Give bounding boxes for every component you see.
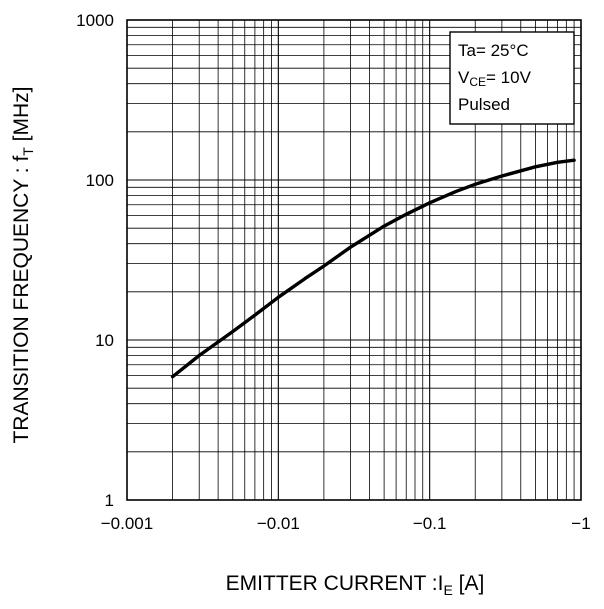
x-axis-label: EMITTER CURRENT :IE [A]	[226, 572, 485, 598]
x-tick-label: −0.001	[101, 514, 153, 533]
annotation-mode: Pulsed	[458, 95, 510, 114]
plot-frame	[126, 19, 582, 501]
x-tick-label: −0.1	[413, 514, 447, 533]
annotation-frame	[449, 31, 575, 125]
annotation-temperature: Ta= 25°C	[458, 41, 529, 60]
y-tick-labels: 1 10 100 1000	[76, 11, 114, 510]
annotation-box: Ta= 25°C VCE= 10V Pulsed	[449, 31, 575, 125]
y-tick-label: 10	[95, 331, 114, 350]
x-tick-label: −0.01	[257, 514, 300, 533]
series-line	[170, 158, 576, 379]
annotation-voltage: VCE= 10V	[458, 68, 532, 89]
y-tick-label: 1	[105, 491, 114, 510]
x-tick-labels: −0.001 −0.01 −0.1 −1	[101, 514, 591, 533]
y-tick-label: 1000	[76, 11, 114, 30]
x-tick-label: −1	[571, 514, 590, 533]
y-axis-label: TRANSITION FREQUENCY : fT [MHz]	[10, 86, 36, 443]
y-tick-label: 100	[86, 171, 114, 190]
